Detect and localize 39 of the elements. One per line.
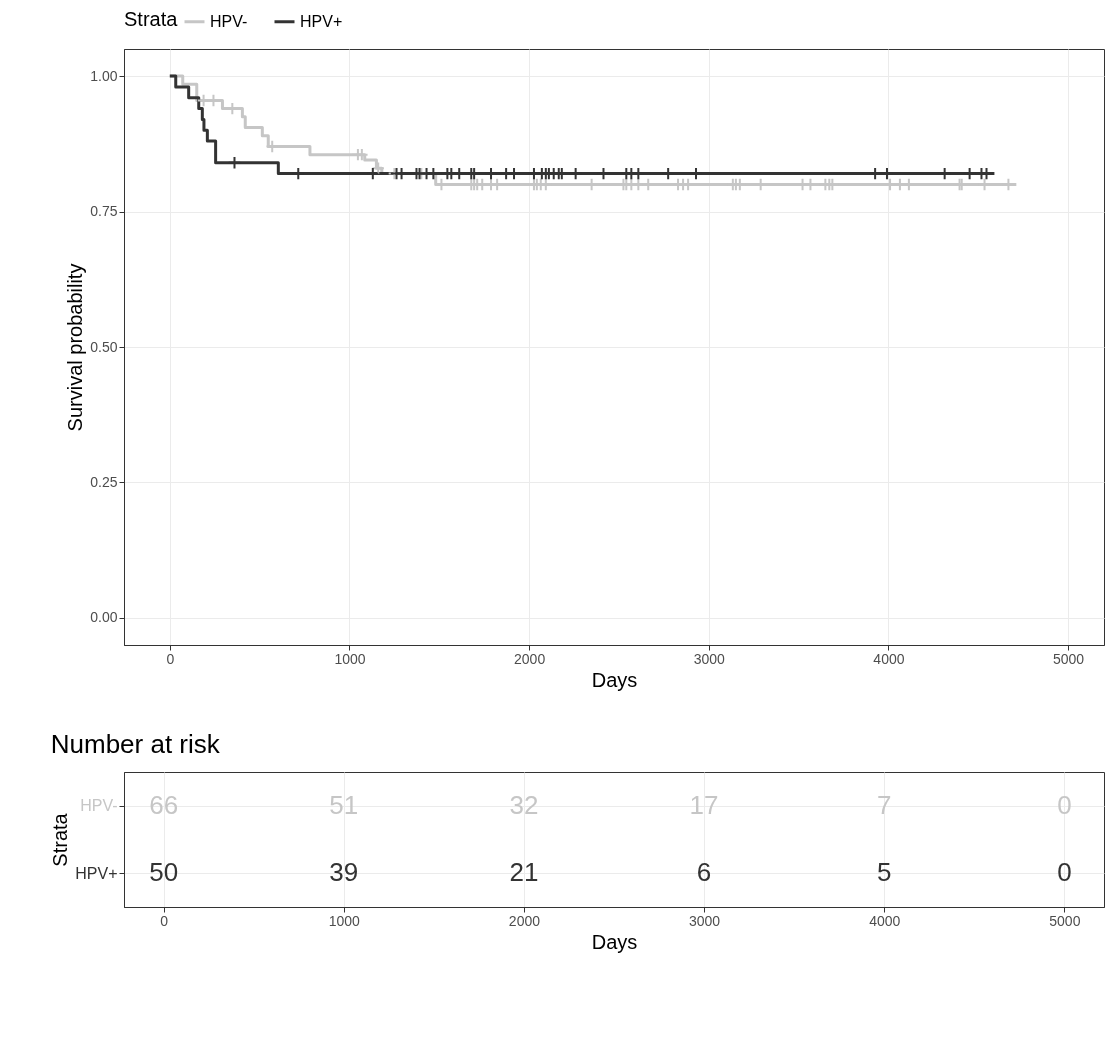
x-tick-label: 0 <box>166 650 175 667</box>
legend-title: Strata <box>124 8 179 30</box>
y-axis-title: Survival probability <box>64 263 87 432</box>
y-tick-label: HPV+ <box>75 864 118 882</box>
data-label: 32 <box>509 789 539 820</box>
x-tick-label: 4000 <box>869 912 901 929</box>
data-label: 21 <box>509 857 539 888</box>
data-label: 66 <box>149 789 179 820</box>
data-label: 50 <box>149 857 179 888</box>
data-label: 5 <box>876 857 892 888</box>
data-label: 39 <box>329 857 359 888</box>
data-label: 0 <box>1057 789 1072 820</box>
x-tick-label: 5000 <box>1049 912 1081 929</box>
chart-title: Number at risk <box>50 729 221 759</box>
x-axis-title: Days <box>591 930 638 953</box>
legend-label: HPV+ <box>300 12 343 30</box>
y-tick-label: 0.25 <box>90 473 118 490</box>
x-axis-title: Days <box>591 668 638 691</box>
x-tick-label: 1000 <box>328 912 361 929</box>
legend-label: HPV- <box>210 12 248 30</box>
data-label: 17 <box>689 789 719 820</box>
x-tick-label: 3000 <box>689 912 721 929</box>
x-tick-label: 0 <box>160 912 169 929</box>
x-tick-label: 3000 <box>693 650 726 667</box>
y-tick-label: 0.75 <box>90 203 118 220</box>
data-label: 7 <box>876 789 892 820</box>
x-tick-label: 2000 <box>514 650 546 667</box>
y-tick-label: HPV- <box>80 797 118 815</box>
x-tick-label: 5000 <box>1052 650 1085 667</box>
y-tick-label: 1.00 <box>90 67 118 84</box>
y-tick-label: 0.00 <box>90 609 118 626</box>
data-label: 0 <box>1057 857 1072 888</box>
x-tick-label: 4000 <box>873 650 905 667</box>
y-axis-title: Strata <box>49 812 72 867</box>
data-label: 6 <box>696 857 712 888</box>
data-label: 51 <box>329 789 359 820</box>
x-tick-label: 2000 <box>508 912 541 929</box>
x-tick-label: 1000 <box>334 650 366 667</box>
y-tick-label: 0.50 <box>90 338 118 355</box>
